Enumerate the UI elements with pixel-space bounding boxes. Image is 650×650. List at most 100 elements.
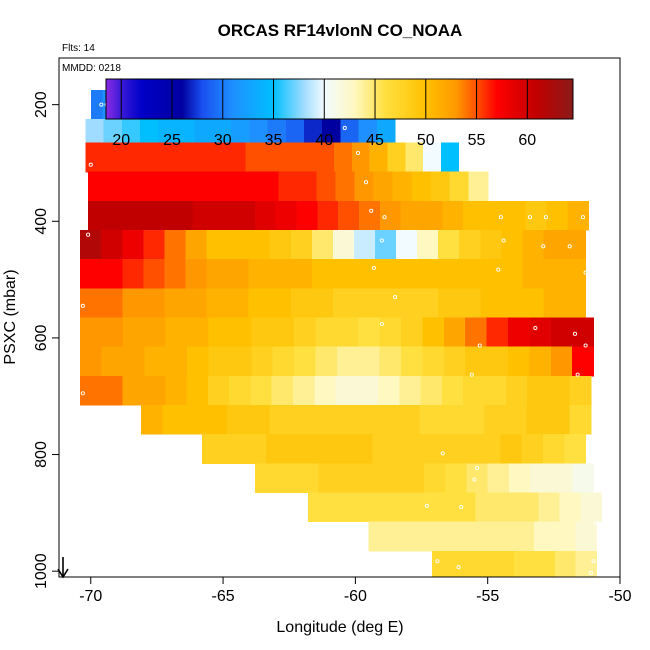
heatmap-cell-3-16 bbox=[392, 171, 413, 202]
heatmap-cell-4-8 bbox=[254, 200, 277, 231]
heatmap-cell-10-9 bbox=[271, 375, 294, 406]
heatmap-cell-12-2 bbox=[244, 434, 267, 464]
colorbar-tick-label: 25 bbox=[163, 132, 181, 149]
colorbar-tick-label: 45 bbox=[366, 132, 384, 149]
heatmap-cell-5-2 bbox=[122, 230, 144, 260]
heatmap-cell-3-0 bbox=[88, 171, 108, 202]
heatmap-cell-3-17 bbox=[411, 171, 432, 202]
heatmap-cell-9-8 bbox=[251, 346, 274, 377]
heatmap-cell-2-13 bbox=[316, 142, 335, 173]
sample-point-48 bbox=[477, 343, 482, 348]
heatmap-cell-10-14 bbox=[378, 375, 400, 406]
heatmap-cell-16-4 bbox=[514, 550, 536, 578]
heatmap-cell-5-18 bbox=[459, 230, 481, 260]
x-tick-label: -60 bbox=[344, 588, 367, 605]
heatmap-cell-8-19 bbox=[486, 317, 509, 348]
heatmap-cell-2-11 bbox=[280, 142, 300, 173]
heatmap-cell-4-3 bbox=[150, 200, 173, 231]
heatmap-cell-7-23 bbox=[564, 288, 587, 319]
heatmap-cell-4-19 bbox=[484, 200, 506, 231]
heatmap-cell-6-12 bbox=[332, 259, 355, 289]
heatmap-cell-15-10 bbox=[575, 521, 597, 552]
heatmap-cell-10-3 bbox=[144, 375, 166, 406]
x-tick-label: -50 bbox=[608, 588, 631, 605]
heatmap-cell-10-13 bbox=[356, 375, 379, 406]
heatmap-cell-13-13 bbox=[530, 463, 552, 494]
heatmap-cell-8-12 bbox=[336, 317, 359, 348]
heatmap-cell-10-2 bbox=[122, 375, 145, 406]
heatmap-cell-12-13 bbox=[479, 434, 501, 464]
sample-point-38 bbox=[80, 303, 85, 308]
heatmap-cell-6-23 bbox=[564, 259, 587, 289]
heatmap-cell-9-9 bbox=[272, 346, 295, 377]
heatmap-cell-12-4 bbox=[287, 434, 310, 464]
heatmap-cell-4-13 bbox=[359, 200, 381, 231]
heatmap-cell-11-14 bbox=[440, 404, 463, 435]
heatmap-cell-10-1 bbox=[101, 375, 124, 406]
heatmap-cell-2-5 bbox=[174, 142, 193, 173]
heatmap-cell-3-6 bbox=[202, 171, 222, 202]
heatmap-cell-3-8 bbox=[240, 171, 260, 202]
sample-point-40 bbox=[527, 215, 533, 220]
heatmap-cell-9-15 bbox=[401, 346, 424, 377]
heatmap-cell-3-19 bbox=[449, 171, 470, 202]
chart-title: ORCAS RF14vlonN CO_NOAA bbox=[218, 21, 463, 40]
heatmap-cell-11-16 bbox=[483, 404, 506, 435]
heatmap-cell-14-9 bbox=[496, 492, 519, 523]
heatmap-cell-13-2 bbox=[297, 463, 319, 494]
heatmap-cell-2-15 bbox=[351, 142, 371, 173]
heatmap-cell-14-8 bbox=[475, 492, 498, 523]
colorbar-tick-label: 60 bbox=[518, 132, 536, 149]
heatmap-cell-9-11 bbox=[315, 346, 338, 377]
heatmap-cell-13-11 bbox=[487, 463, 510, 494]
heatmap-cell-1-9 bbox=[249, 119, 269, 144]
heatmap-cell-10-17 bbox=[441, 375, 464, 406]
heatmap-cell-7-5 bbox=[185, 288, 208, 319]
heatmap-cell-6-19 bbox=[480, 259, 502, 289]
heatmap-cell-10-23 bbox=[569, 375, 592, 406]
heatmap-cell-4-9 bbox=[275, 200, 298, 231]
heatmap-cell-10-18 bbox=[463, 375, 486, 406]
heatmap-cell-14-12 bbox=[559, 492, 582, 523]
heatmap-cell-13-5 bbox=[360, 463, 383, 494]
sample-point-64 bbox=[594, 521, 599, 526]
heatmap-cell-15-8 bbox=[534, 521, 556, 552]
colorbar-tick-label: 20 bbox=[112, 132, 130, 149]
sample-point-35 bbox=[371, 265, 376, 270]
heatmap-cell-4-14 bbox=[379, 200, 402, 231]
heatmap-cell-7-17 bbox=[438, 288, 460, 319]
heatmap-cell-9-12 bbox=[336, 346, 359, 377]
heatmap-cell-2-0 bbox=[85, 142, 104, 173]
heatmap-cell-5-11 bbox=[311, 230, 334, 260]
heatmap-cell-9-10 bbox=[294, 346, 317, 377]
colorbar bbox=[105, 78, 574, 120]
heatmap-cell-6-5 bbox=[185, 259, 208, 289]
heatmap-cell-7-6 bbox=[206, 288, 229, 319]
heatmap-cell-1-8 bbox=[231, 119, 250, 144]
heatmap-cell-12-16 bbox=[542, 434, 565, 464]
x-tick-label: -70 bbox=[79, 588, 102, 605]
heatmap-cell-10-8 bbox=[250, 375, 273, 406]
heatmap-cell-7-21 bbox=[522, 288, 545, 319]
sample-point-61 bbox=[435, 559, 440, 564]
heatmap-cell-2-20 bbox=[440, 142, 460, 173]
heatmap-cell-10-5 bbox=[186, 375, 209, 406]
sample-point-41 bbox=[543, 215, 548, 220]
sample-point-58 bbox=[424, 503, 429, 508]
heatmap-cell-14-0 bbox=[307, 492, 330, 523]
heatmap-cell-15-5 bbox=[472, 521, 494, 552]
heatmap-cell-13-15 bbox=[572, 463, 595, 494]
heatmap-cell-8-15 bbox=[401, 317, 424, 348]
heatmap-cell-8-0 bbox=[80, 317, 103, 348]
heatmap-cell-12-5 bbox=[308, 434, 331, 464]
heatmap-cell-8-5 bbox=[187, 317, 210, 348]
x-tick-label: -65 bbox=[212, 588, 235, 605]
heatmap-cell-6-15 bbox=[396, 259, 418, 289]
heatmap-cell-16-0 bbox=[432, 550, 454, 578]
heatmap-cell-8-22 bbox=[550, 317, 573, 348]
heatmap-cell-7-22 bbox=[543, 288, 566, 319]
heatmap-cell-11-9 bbox=[333, 404, 356, 435]
heatmap-cell-5-23 bbox=[564, 230, 587, 260]
heatmap-cell-8-4 bbox=[165, 317, 188, 348]
heatmap-cell-6-21 bbox=[522, 259, 545, 289]
